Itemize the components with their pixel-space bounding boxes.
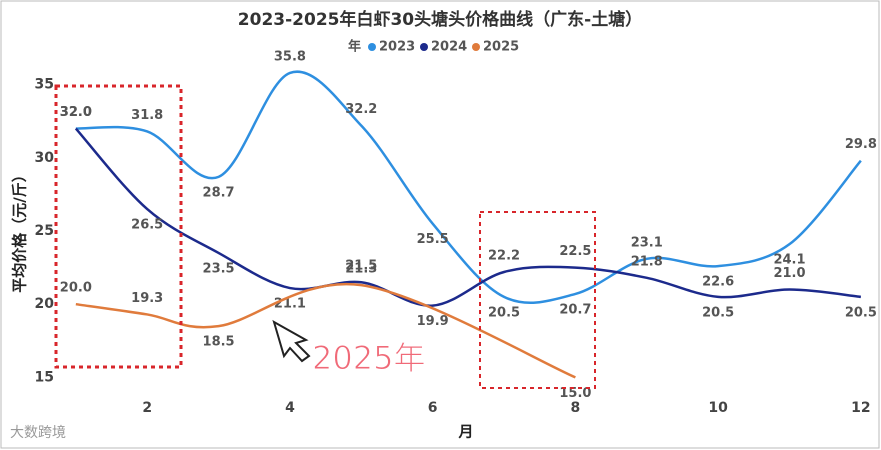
annotation: 2025年 — [312, 339, 425, 377]
y-tick-label: 35 — [35, 77, 54, 93]
data-label: 19.3 — [131, 291, 163, 306]
series-line — [74, 127, 861, 307]
data-label: 25.5 — [417, 232, 449, 247]
series-line — [75, 282, 576, 379]
data-label: 20.5 — [845, 305, 877, 320]
data-label: 20.0 — [60, 281, 92, 296]
data-label: 22.5 — [559, 244, 591, 259]
data-label: 29.8 — [845, 137, 877, 152]
data-label: 32.2 — [345, 102, 377, 117]
chart-title: 2023-2025年白虾30头塘头价格曲线（广东-土塘） — [238, 9, 642, 30]
data-label: 21.3 — [345, 262, 377, 277]
data-label: 24.1 — [773, 253, 805, 268]
data-label: 35.8 — [274, 49, 306, 64]
data-label: 21.0 — [773, 266, 805, 281]
y-axis-label: 平均价格（元/斤） — [11, 167, 29, 292]
data-label: 15.0 — [559, 386, 591, 401]
data-label: 32.0 — [60, 105, 92, 120]
y-tick-label: 25 — [35, 223, 54, 239]
legend-marker — [420, 43, 428, 51]
legend-title: 年 — [348, 39, 361, 55]
x-tick-label: 4 — [285, 400, 295, 416]
data-label: 26.5 — [131, 218, 163, 233]
data-label: 22.2 — [488, 248, 520, 263]
x-tick-label: 2 — [142, 400, 152, 416]
watermark: 大数跨境 — [10, 425, 66, 441]
x-tick-label: 8 — [571, 400, 581, 416]
data-label: 20.7 — [559, 302, 591, 317]
arrow-icon — [272, 319, 311, 363]
legend-label: 2025 — [483, 40, 519, 55]
legend-marker — [368, 43, 376, 51]
data-label: 23.5 — [203, 261, 235, 276]
data-label: 21.1 — [274, 297, 306, 312]
legend-label: 2024 — [431, 40, 467, 55]
legend: 年 2023 2024 2025 — [348, 39, 519, 55]
y-tick-label: 20 — [35, 296, 55, 312]
data-label: 32.0 — [60, 105, 92, 120]
data-label: 21.5 — [345, 259, 377, 274]
data-label: 21.8 — [631, 254, 663, 269]
legend-marker — [472, 43, 480, 51]
data-label: 28.7 — [203, 185, 235, 200]
data-label: 31.8 — [131, 108, 163, 123]
data-label: 19.9 — [417, 314, 449, 329]
y-tick-label: 15 — [35, 369, 54, 385]
x-tick-label: 12 — [851, 400, 870, 416]
series-line — [75, 70, 862, 304]
data-label: 22.6 — [702, 275, 734, 290]
legend-label: 2023 — [379, 40, 415, 55]
x-axis-label: 月 — [457, 423, 473, 441]
data-label: 20.5 — [702, 305, 734, 320]
x-tick-label: 6 — [428, 400, 438, 416]
data-label: 20.5 — [488, 305, 520, 320]
highlight-box — [479, 211, 596, 389]
highlight-box — [54, 84, 183, 369]
x-tick-label: 10 — [708, 400, 728, 416]
y-tick-label: 30 — [35, 150, 55, 166]
data-label: 18.5 — [203, 335, 235, 350]
data-label: 23.1 — [631, 235, 663, 250]
